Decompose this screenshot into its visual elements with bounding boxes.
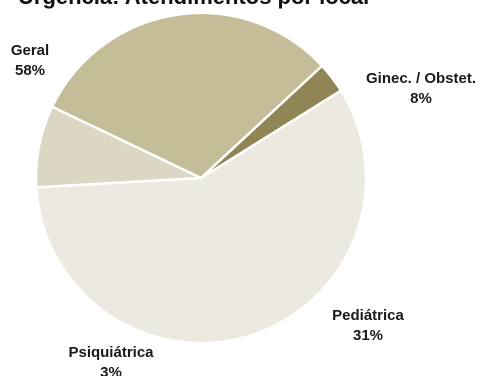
slice-value-label: 31% — [353, 327, 383, 344]
slice-value-label: 58% — [15, 62, 45, 79]
slice-label: Pediátrica — [332, 307, 404, 324]
chart-title: Urgência: Atendimentos por local — [18, 0, 369, 9]
pie-slice-geral — [35, 89, 368, 345]
slice-value-label: 3% — [100, 364, 122, 376]
slice-label: Ginec. / Obstet. — [366, 70, 476, 87]
pie-slices — [34, 11, 368, 345]
slice-label: Geral — [11, 42, 49, 59]
pie-slice-psiqui-trica — [199, 64, 343, 180]
slice-label: Psiquiátrica — [68, 344, 154, 361]
pie-slice-pedi-trica — [50, 11, 324, 180]
slice-value-label: 8% — [410, 90, 432, 107]
slice-labels: Geral 58% Ginec. / Obstet. 8% Pediátrica 31% P… — [11, 42, 476, 376]
